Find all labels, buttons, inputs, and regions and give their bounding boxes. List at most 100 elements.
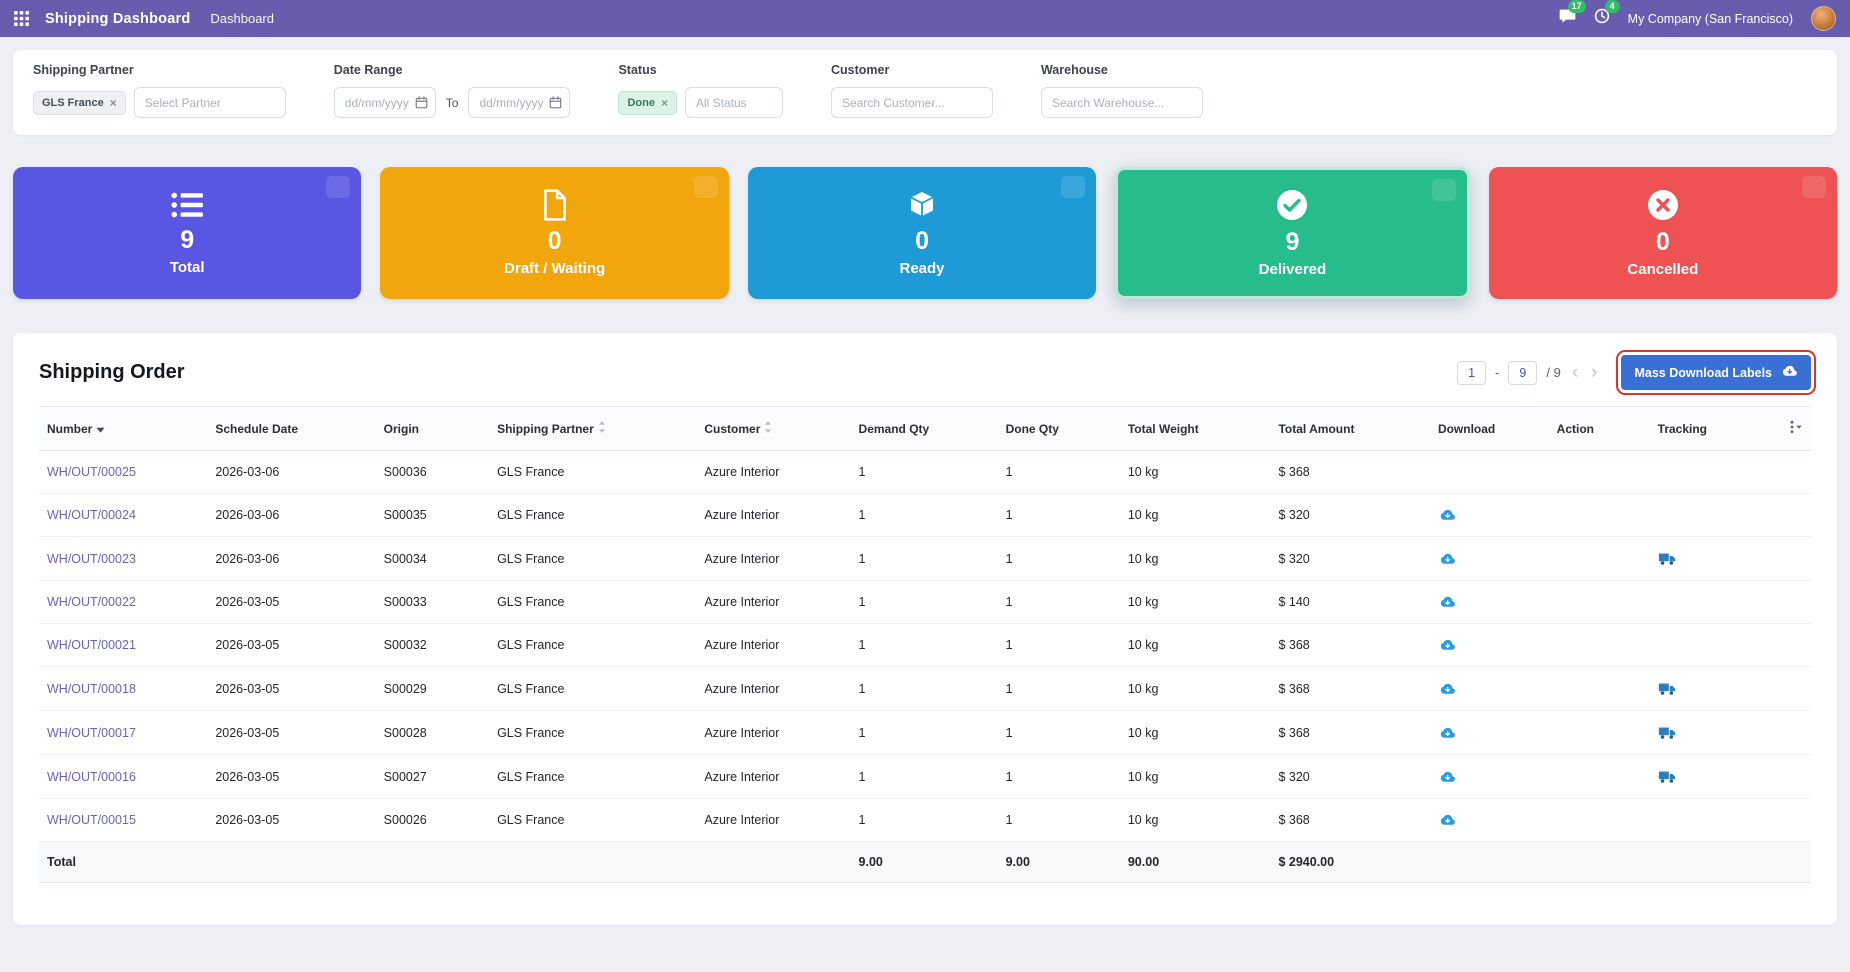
user-avatar[interactable] [1811,6,1836,31]
total-amount-cell: $ 368 [1270,710,1430,755]
origin-cell: S00034 [375,536,490,581]
download-label-button[interactable] [1429,710,1549,755]
download-label-button[interactable] [1429,754,1549,799]
activities-button[interactable]: 4 [1594,0,1620,29]
table-row[interactable]: WH/OUT/00016 2026-03-05 S00027 GLS Franc… [39,754,1811,799]
col-tracking[interactable]: Tracking [1649,406,1767,451]
download-label-button[interactable] [1429,666,1549,711]
prev-page-icon[interactable]: ‹ [1571,362,1579,383]
stat-card-total[interactable]: 9 Total [13,167,362,299]
remove-tag-icon[interactable]: × [660,95,668,110]
download-label-button[interactable] [1429,450,1549,494]
col-total-weight[interactable]: Total Weight [1119,406,1271,451]
open-external-icon[interactable] [1431,179,1456,201]
remove-tag-icon[interactable]: × [109,95,117,110]
table-row[interactable]: WH/OUT/00015 2026-03-05 S00026 GLS Franc… [39,798,1811,842]
table-row[interactable]: WH/OUT/00022 2026-03-05 S00033 GLS Franc… [39,580,1811,624]
col-download[interactable]: Download [1429,406,1549,451]
order-number-link[interactable]: WH/OUT/00024 [39,493,208,537]
page-end[interactable]: 9 [1508,360,1538,385]
partner-input[interactable] [133,87,286,118]
status-tag-text: Done [627,96,655,109]
total-amount-cell: $ 140 [1270,580,1430,624]
download-label-button[interactable] [1429,623,1549,667]
footer-weight-total: 90.00 [1119,841,1271,883]
download-label-button[interactable] [1429,536,1549,581]
partner-filter-tag[interactable]: GLS France × [33,90,126,115]
date-to-input[interactable] [468,87,571,118]
table-row[interactable]: WH/OUT/00021 2026-03-05 S00032 GLS Franc… [39,623,1811,667]
file-icon [542,189,568,221]
col-demand-qty[interactable]: Demand Qty [850,406,998,451]
open-external-icon[interactable] [693,176,718,198]
order-number-link[interactable]: WH/OUT/00022 [39,580,208,624]
order-number-link[interactable]: WH/OUT/00017 [39,710,208,755]
stat-card-draft-waiting[interactable]: 0 Draft / Waiting [380,167,729,299]
customer-input[interactable] [830,87,993,118]
calendar-icon[interactable] [549,96,562,109]
tracking-button[interactable] [1649,536,1767,581]
date-from-input[interactable] [333,87,436,118]
col-schedule-date[interactable]: Schedule Date [207,406,376,451]
order-number-link[interactable]: WH/OUT/00018 [39,666,208,711]
filter-warehouse: Warehouse [1040,63,1203,118]
order-number-link[interactable]: WH/OUT/00015 [39,798,208,842]
messages-button[interactable]: 17 [1559,0,1586,29]
messages-icon [1559,8,1576,29]
stat-value: 9 [1285,227,1300,256]
download-label-button[interactable] [1429,580,1549,624]
table-row[interactable]: WH/OUT/00025 2026-03-06 S00036 GLS Franc… [39,450,1811,494]
tracking-button[interactable] [1649,666,1767,711]
action-cell [1548,493,1650,537]
stat-card-delivered[interactable]: 9 Delivered [1115,167,1470,299]
tracking-button[interactable] [1649,798,1767,842]
total-weight-cell: 10 kg [1119,493,1271,537]
stat-card-cancelled[interactable]: 0 Cancelled [1488,167,1838,299]
tracking-button[interactable] [1649,623,1767,667]
total-amount-cell: $ 320 [1270,493,1430,537]
col-shipping-partner[interactable]: Shipping Partner [489,406,697,451]
next-page-icon[interactable]: › [1591,362,1598,383]
menu-dashboard[interactable]: Dashboard [210,11,274,26]
order-number-link[interactable]: WH/OUT/00025 [39,450,208,494]
open-external-icon[interactable] [1802,176,1827,198]
tracking-button[interactable] [1649,450,1767,494]
schedule-date-cell: 2026-03-06 [207,493,376,537]
download-label-button[interactable] [1429,798,1549,842]
download-label-button[interactable] [1429,493,1549,537]
mass-download-labels-button[interactable]: Mass Download Labels [1616,350,1816,395]
status-filter-tag[interactable]: Done × [618,90,677,115]
table-row[interactable]: WH/OUT/00018 2026-03-05 S00029 GLS Franc… [39,666,1811,711]
stat-value: 0 [547,226,562,255]
apps-grid-icon[interactable] [14,11,29,26]
tracking-button[interactable] [1649,580,1767,624]
shipping-order-panel: Shipping Order 1 - 9 / 9 ‹ › Mass Downlo… [13,333,1837,925]
origin-cell: S00032 [375,623,490,667]
order-number-link[interactable]: WH/OUT/00016 [39,754,208,799]
tracking-button[interactable] [1649,493,1767,537]
open-external-icon[interactable] [326,176,351,198]
customer-cell: Azure Interior [696,580,851,624]
table-row[interactable]: WH/OUT/00023 2026-03-06 S00034 GLS Franc… [39,536,1811,581]
col-customer[interactable]: Customer [696,406,851,451]
order-number-link[interactable]: WH/OUT/00023 [39,536,208,581]
col-done-qty[interactable]: Done Qty [997,406,1120,451]
page-start[interactable]: 1 [1457,360,1487,385]
open-external-icon[interactable] [1061,176,1086,198]
stat-card-ready[interactable]: 0 Ready [747,167,1097,299]
table-row[interactable]: WH/OUT/00024 2026-03-06 S00035 GLS Franc… [39,493,1811,537]
col-number[interactable]: Number [39,406,208,451]
table-row[interactable]: WH/OUT/00017 2026-03-05 S00028 GLS Franc… [39,710,1811,755]
tracking-button[interactable] [1649,710,1767,755]
status-input[interactable] [684,87,783,118]
activities-badge: 4 [1604,0,1620,13]
col-action[interactable]: Action [1548,406,1650,451]
warehouse-input[interactable] [1040,87,1203,118]
col-origin[interactable]: Origin [375,406,490,451]
order-number-link[interactable]: WH/OUT/00021 [39,623,208,667]
company-switcher[interactable]: My Company (San Francisco) [1627,11,1793,26]
col-total-amount[interactable]: Total Amount [1270,406,1430,451]
calendar-icon[interactable] [415,96,428,109]
tracking-button[interactable] [1649,754,1767,799]
column-options-icon[interactable] [1766,406,1811,451]
